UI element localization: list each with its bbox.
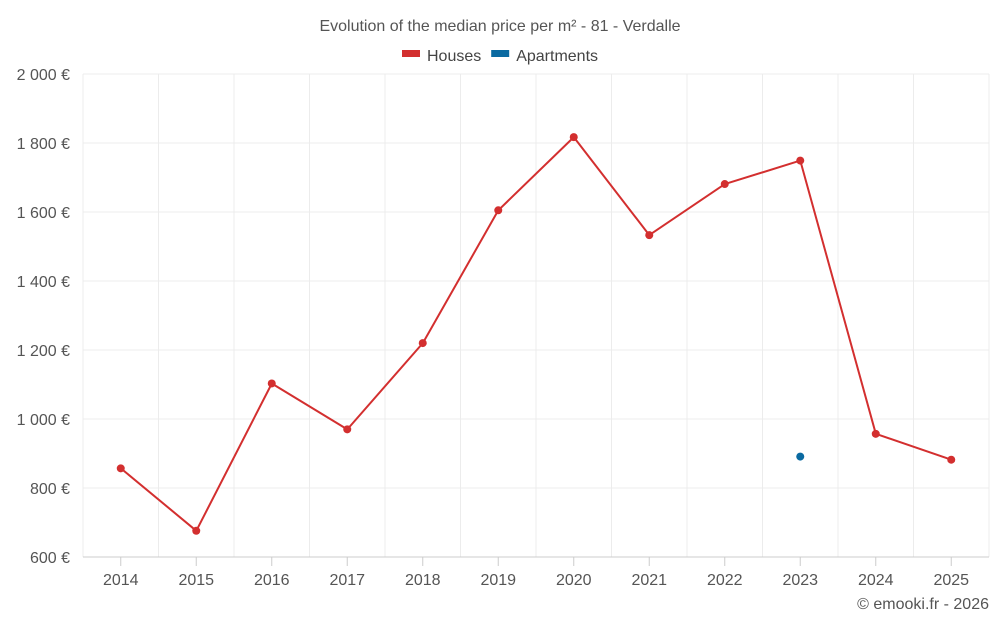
x-tick-label: 2024 bbox=[858, 572, 894, 589]
data-point-houses-2025[interactable] bbox=[947, 455, 956, 464]
data-point-houses-2021[interactable] bbox=[645, 231, 654, 240]
y-tick-label: 1 800 € bbox=[17, 136, 70, 153]
series-line-houses bbox=[120, 136, 952, 532]
x-tick-label: 2018 bbox=[405, 572, 441, 589]
data-point-houses-2016[interactable] bbox=[267, 379, 276, 388]
data-point-apartments-2023[interactable] bbox=[796, 452, 805, 461]
x-tick-label: 2023 bbox=[782, 572, 818, 589]
y-tick-label: 800 € bbox=[30, 481, 70, 498]
y-tick-label: 2 000 € bbox=[17, 67, 70, 84]
x-tick-label: 2025 bbox=[933, 572, 969, 589]
chart-title: Evolution of the median price per m² - 8… bbox=[319, 18, 680, 35]
series-houses bbox=[116, 133, 956, 535]
data-point-houses-2018[interactable] bbox=[418, 339, 427, 348]
y-tick-label: 600 € bbox=[30, 550, 70, 567]
legend-symbol bbox=[491, 50, 510, 57]
legend-label: Houses bbox=[427, 48, 481, 65]
y-tick-label: 1 200 € bbox=[17, 343, 70, 360]
axes: 600 € 800 € 1 000 € 1 200 € 1 400 € 1 600 € 1 … bbox=[17, 67, 989, 589]
legend-label: Apartments bbox=[516, 48, 598, 65]
legend-symbol bbox=[402, 50, 420, 57]
y-tick-label: 1 000 € bbox=[17, 412, 70, 429]
data-point-houses-2020[interactable] bbox=[569, 133, 578, 142]
data-point-houses-2023[interactable] bbox=[796, 156, 805, 165]
data-point-houses-2024[interactable] bbox=[871, 429, 880, 438]
x-tick-label: 2021 bbox=[631, 572, 667, 589]
data-point-houses-2019[interactable] bbox=[494, 206, 503, 215]
series-layer bbox=[116, 133, 956, 535]
legend-item-houses[interactable]: Houses bbox=[402, 48, 481, 65]
x-tick-label: 2020 bbox=[556, 572, 592, 589]
x-tick-label: 2019 bbox=[480, 572, 516, 589]
data-point-houses-2014[interactable] bbox=[116, 464, 125, 473]
x-tick-label: 2014 bbox=[103, 572, 139, 589]
x-tick-label: 2022 bbox=[707, 572, 743, 589]
x-tick-label: 2016 bbox=[254, 572, 290, 589]
data-point-houses-2022[interactable] bbox=[720, 180, 729, 189]
grid bbox=[82, 73, 990, 557]
x-tick-label: 2015 bbox=[178, 572, 214, 589]
y-tick-label: 1 400 € bbox=[17, 274, 70, 291]
x-tick-label: 2017 bbox=[329, 572, 365, 589]
series-apartments bbox=[796, 452, 805, 461]
data-point-houses-2015[interactable] bbox=[192, 526, 201, 535]
legend: Houses Apartments bbox=[402, 48, 598, 65]
credit-text: © emooki.fr - 2026 bbox=[857, 596, 989, 613]
data-point-houses-2017[interactable] bbox=[343, 425, 352, 434]
legend-item-apartments[interactable]: Apartments bbox=[491, 48, 598, 65]
y-tick-label: 1 600 € bbox=[17, 205, 70, 222]
